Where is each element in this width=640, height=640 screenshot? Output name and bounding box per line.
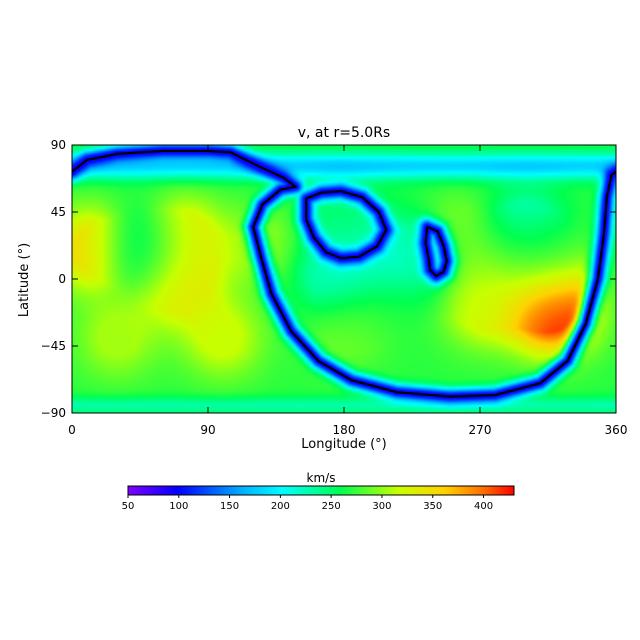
x-tick-label: 360 [605, 423, 628, 437]
x-axis-label: Longitude (°) [301, 437, 386, 452]
y-tick-label: 45 [51, 205, 66, 219]
x-tick-label: 90 [200, 423, 215, 437]
colorbar-tick-label: 400 [474, 501, 493, 512]
colorbar-label: km/s [307, 471, 336, 485]
heatmap-image [72, 145, 616, 413]
colorbar-tick-label: 200 [271, 501, 290, 512]
y-axis-label: Latitude (°) [17, 243, 32, 317]
colorbar-tick-label: 100 [169, 501, 188, 512]
plot-area: 0 90 180 270 360 90 45 0 −45 −90 [41, 138, 628, 437]
y-tick-label: 90 [51, 138, 66, 152]
y-tick-label: −45 [41, 339, 66, 353]
colorbar-bar [127, 485, 515, 496]
chart-title: v, at r=5.0Rs [298, 125, 390, 141]
neutral-line [71, 149, 617, 398]
colorbar: 50 100 150 200 250 300 350 400 [122, 485, 515, 512]
y-tick-label: 0 [58, 272, 66, 286]
colorbar-tick-label: 300 [372, 501, 391, 512]
x-tick-label: 270 [469, 423, 492, 437]
colorbar-tick-label: 150 [220, 501, 239, 512]
x-tick-label: 0 [68, 423, 76, 437]
colorbar-tick-label: 250 [322, 501, 341, 512]
x-tick-label: 180 [333, 423, 356, 437]
colorbar-tick-label: 50 [122, 501, 135, 512]
closed-loop-b [424, 225, 448, 278]
y-tick-label: −90 [41, 406, 66, 420]
colorbar-tick-label: 350 [423, 501, 442, 512]
closed-loop-a [305, 190, 388, 260]
